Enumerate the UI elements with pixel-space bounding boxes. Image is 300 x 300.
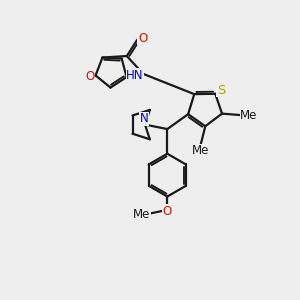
- Text: S: S: [217, 84, 225, 97]
- Text: Me: Me: [240, 109, 257, 122]
- Text: Me: Me: [133, 208, 150, 221]
- Text: O: O: [138, 32, 147, 45]
- Text: HN: HN: [126, 69, 144, 82]
- Text: N: N: [140, 112, 148, 125]
- Text: Me: Me: [192, 144, 209, 157]
- Text: O: O: [163, 205, 172, 218]
- Text: O: O: [85, 70, 95, 83]
